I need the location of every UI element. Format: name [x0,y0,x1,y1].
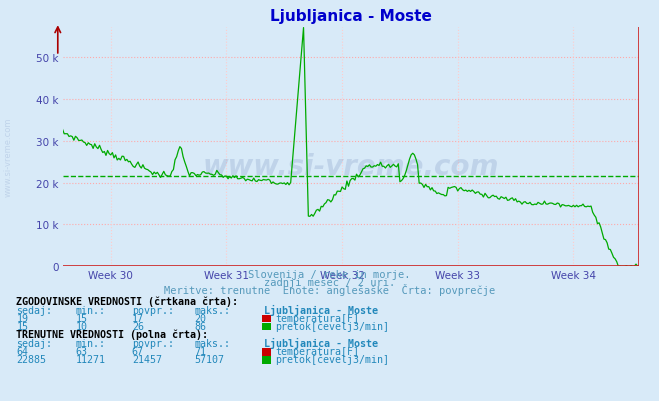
Text: 67: 67 [132,346,144,356]
Text: pretok[čevelj3/min]: pretok[čevelj3/min] [275,354,389,365]
Text: Slovenija / reke in morje.: Slovenija / reke in morje. [248,269,411,279]
Text: Ljubljanica - Moste: Ljubljanica - Moste [264,304,378,315]
Text: sedaj:: sedaj: [16,305,53,315]
Text: maks.:: maks.: [194,338,231,348]
Text: pretok[čevelj3/min]: pretok[čevelj3/min] [275,320,389,331]
Text: Ljubljanica - Moste: Ljubljanica - Moste [264,338,378,348]
Text: 21457: 21457 [132,354,162,365]
Text: 86: 86 [194,321,206,331]
Text: 15: 15 [76,313,88,323]
Text: 17: 17 [132,313,144,323]
Text: povpr.:: povpr.: [132,305,174,315]
Text: 10: 10 [76,321,88,331]
Text: 64: 64 [16,346,28,356]
Text: temperatura[F]: temperatura[F] [275,313,359,323]
Text: TRENUTNE VREDNOSTI (polna črta):: TRENUTNE VREDNOSTI (polna črta): [16,329,208,340]
Text: 26: 26 [132,321,144,331]
Text: temperatura[F]: temperatura[F] [275,346,359,356]
Text: Meritve: trenutne  Enote: anglešaške  Črta: povprečje: Meritve: trenutne Enote: anglešaške Črta… [164,284,495,296]
Title: Ljubljanica - Moste: Ljubljanica - Moste [270,9,432,24]
Text: zadnji mesec / 2 uri.: zadnji mesec / 2 uri. [264,277,395,288]
Text: 15: 15 [16,321,28,331]
Text: min.:: min.: [76,305,106,315]
Text: www.si-vreme.com: www.si-vreme.com [3,117,13,196]
Text: 20: 20 [194,313,206,323]
Text: 11271: 11271 [76,354,106,365]
Text: min.:: min.: [76,338,106,348]
Text: 63: 63 [76,346,88,356]
Text: sedaj:: sedaj: [16,338,53,348]
Text: maks.:: maks.: [194,305,231,315]
Text: ZGODOVINSKE VREDNOSTI (črtkana črta):: ZGODOVINSKE VREDNOSTI (črtkana črta): [16,296,239,306]
Text: 19: 19 [16,313,28,323]
Text: 71: 71 [194,346,206,356]
Text: www.si-vreme.com: www.si-vreme.com [203,152,499,180]
Text: 57107: 57107 [194,354,225,365]
Text: povpr.:: povpr.: [132,338,174,348]
Text: 22885: 22885 [16,354,47,365]
